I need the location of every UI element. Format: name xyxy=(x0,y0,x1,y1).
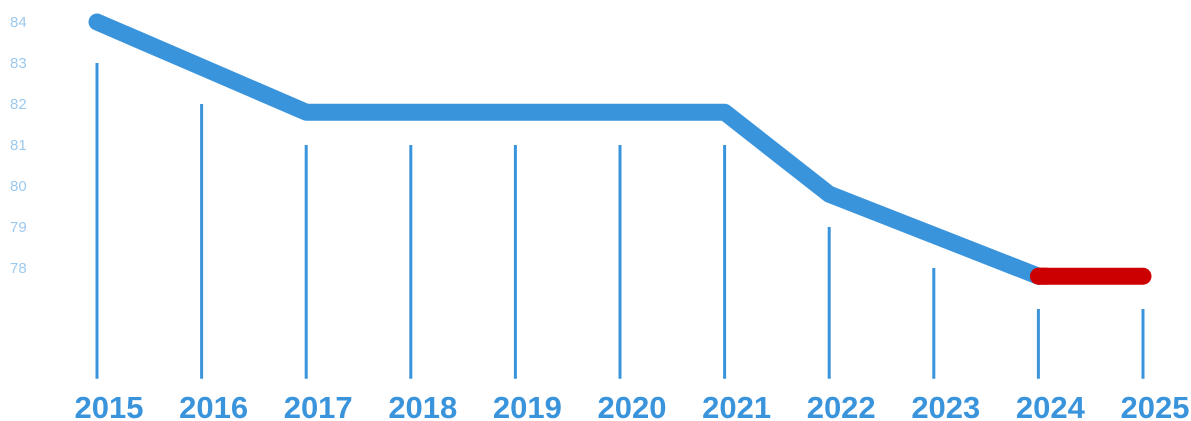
highlight-segment-join xyxy=(1037,267,1048,285)
x-tick-label: 2020 xyxy=(598,390,667,421)
x-tick-label: 2023 xyxy=(911,390,980,421)
x-tick-label: 2015 xyxy=(75,390,144,421)
x-tick-label: 2018 xyxy=(388,390,457,421)
x-tick-label: 2017 xyxy=(284,390,353,421)
y-axis-ticks: 84 83 82 81 80 79 78 xyxy=(10,14,27,277)
y-tick-label: 84 xyxy=(10,14,27,31)
y-tick-label: 81 xyxy=(10,137,27,154)
x-axis-ticks: 2015 2016 2017 2018 2019 2020 2021 2022 2023 2024… xyxy=(75,390,1190,421)
x-tick-label: 2024 xyxy=(1016,390,1086,421)
x-tick-label: 2022 xyxy=(807,390,876,421)
y-tick-label: 83 xyxy=(10,55,27,72)
y-tick-label: 78 xyxy=(10,260,27,277)
drop-lines xyxy=(95,63,1145,379)
x-tick-label: 2019 xyxy=(493,390,562,421)
x-tick-label: 2025 xyxy=(1121,390,1190,421)
series-line xyxy=(88,13,1152,285)
y-tick-label: 82 xyxy=(10,96,27,113)
y-tick-label: 80 xyxy=(10,178,27,195)
y-tick-label: 79 xyxy=(10,219,27,236)
x-tick-label: 2021 xyxy=(702,390,771,421)
x-tick-label: 2016 xyxy=(179,390,248,421)
series-line-path xyxy=(88,13,1047,285)
